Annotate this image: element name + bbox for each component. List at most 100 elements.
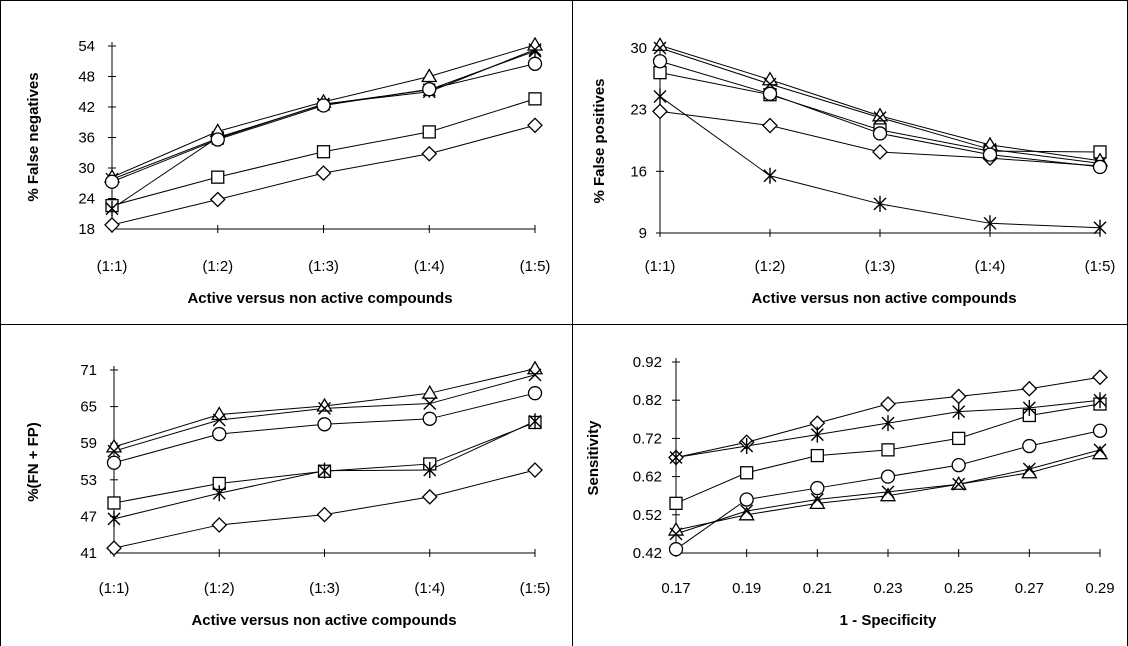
y-tick-label: 36: [78, 130, 95, 147]
series-points-triangle: [667, 445, 1109, 536]
x-tick-label: 0.21: [803, 580, 832, 597]
point-diamond: [652, 103, 668, 120]
panel-sensitivity-vs-specificity: 0.42 0.52 0.62 0.72 0.82 0.92 0.17 0.19 0.21 0.23…: [585, 354, 1115, 629]
x-tick-label: (1:1): [99, 580, 130, 597]
point-x: [528, 43, 542, 57]
point-circle: [810, 480, 825, 496]
point-diamond: [872, 144, 888, 160]
point-diamond: [950, 388, 967, 405]
x-tick-label: 0.27: [1015, 580, 1044, 597]
x-tick-label: (1:5): [520, 258, 551, 275]
point-x: [1093, 443, 1107, 457]
point-x: [653, 41, 667, 55]
x-tick-label: (1:3): [865, 258, 896, 275]
panel-false-positives: 9 16 23 30 (1:1) (1:2) (1:3) (1:4) (1:5) Active v…: [591, 37, 1116, 307]
x-tick-label: (1:1): [645, 258, 676, 275]
x-axis-title: 1 - Specificity: [840, 612, 937, 629]
point-asterisk: [763, 167, 777, 184]
series-points-diamond: [106, 462, 543, 557]
point-circle: [527, 386, 543, 401]
point-square: [422, 125, 436, 139]
point-x: [873, 111, 887, 125]
y-tick-label: 30: [78, 160, 95, 177]
point-circle: [210, 132, 225, 147]
x-tick-label: 0.29: [1085, 580, 1114, 597]
point-triangle: [526, 360, 544, 375]
point-square: [653, 66, 667, 80]
point-asterisk: [105, 200, 119, 217]
x-axis-title: Active versus non active compounds: [187, 290, 452, 307]
point-diamond: [104, 217, 120, 233]
point-circle: [422, 82, 437, 97]
point-circle: [527, 56, 543, 71]
y-tick-label: 0.42: [633, 545, 662, 562]
series-line-x: [111, 49, 536, 180]
point-triangle: [950, 475, 967, 490]
point-x: [881, 485, 895, 499]
y-axis-title: Sensitivity: [585, 420, 602, 496]
x-tick-label: (1:2): [202, 258, 233, 275]
y-tick-label: 0.72: [633, 430, 662, 447]
point-asterisk: [107, 510, 121, 527]
series-points-circle: [652, 54, 1108, 175]
series-points-triangle: [105, 360, 544, 453]
y-tick-label: 65: [80, 399, 97, 416]
point-asterisk: [983, 215, 997, 232]
point-triangle: [421, 68, 438, 83]
point-square: [107, 496, 121, 510]
point-square: [740, 466, 754, 480]
point-circle: [1022, 438, 1037, 454]
x-tick-label: (1:4): [975, 258, 1006, 275]
y-tick-label: 0.92: [633, 354, 662, 371]
series-points-diamond: [104, 117, 543, 233]
x-tick-label: (1:5): [1085, 258, 1116, 275]
point-asterisk: [810, 426, 824, 443]
y-axis-title: % False positives: [591, 78, 608, 203]
point-circle: [106, 455, 122, 470]
point-square: [669, 496, 683, 510]
y-tick-label: 0.62: [633, 469, 662, 486]
y-tick-label: 71: [80, 362, 97, 379]
y-tick-label: 0.52: [633, 507, 662, 524]
x-tick-label: (1:1): [97, 258, 128, 275]
x-tick-label: 0.19: [732, 580, 761, 597]
y-tick-label: 9: [639, 225, 647, 242]
point-diamond: [421, 488, 438, 505]
series-points-x: [107, 368, 542, 458]
y-tick-label: 53: [80, 472, 97, 489]
y-tick-label: 0.82: [633, 392, 662, 409]
y-axis-title: %(FN + FP): [25, 422, 42, 502]
x-tick-label: (1:2): [755, 258, 786, 275]
series-points-circle: [104, 56, 543, 189]
point-triangle: [211, 406, 228, 421]
point-triangle: [421, 384, 438, 399]
point-asterisk: [423, 462, 437, 479]
x-axis-title: Active versus non active compounds: [751, 290, 1016, 307]
panel-false-negatives: 18 24 30 36 42 48 54 (1:1) (1:2) (1:3) (1:4) (1:5) A…: [25, 36, 551, 307]
point-asterisk: [952, 403, 966, 420]
point-circle: [872, 126, 888, 141]
point-square: [810, 448, 824, 463]
y-tick-label: 47: [80, 508, 97, 525]
point-circle: [982, 147, 998, 162]
point-circle: [739, 492, 754, 507]
point-x: [318, 401, 331, 415]
series-points-circle: [668, 423, 1108, 557]
y-tick-label: 23: [630, 102, 647, 119]
point-asterisk: [881, 415, 895, 432]
point-square: [211, 170, 225, 184]
point-diamond: [106, 540, 122, 557]
point-asterisk: [740, 438, 754, 455]
point-triangle: [667, 521, 685, 536]
point-circle: [104, 174, 120, 189]
point-diamond: [1021, 380, 1038, 397]
point-asterisk: [318, 462, 331, 479]
point-asterisk: [669, 449, 683, 466]
y-tick-label: 24: [78, 191, 95, 208]
point-circle: [316, 98, 331, 113]
series-line-x: [113, 374, 536, 452]
point-circle: [762, 86, 778, 101]
series-points-asterisk: [669, 392, 1107, 466]
point-x: [1022, 462, 1036, 476]
